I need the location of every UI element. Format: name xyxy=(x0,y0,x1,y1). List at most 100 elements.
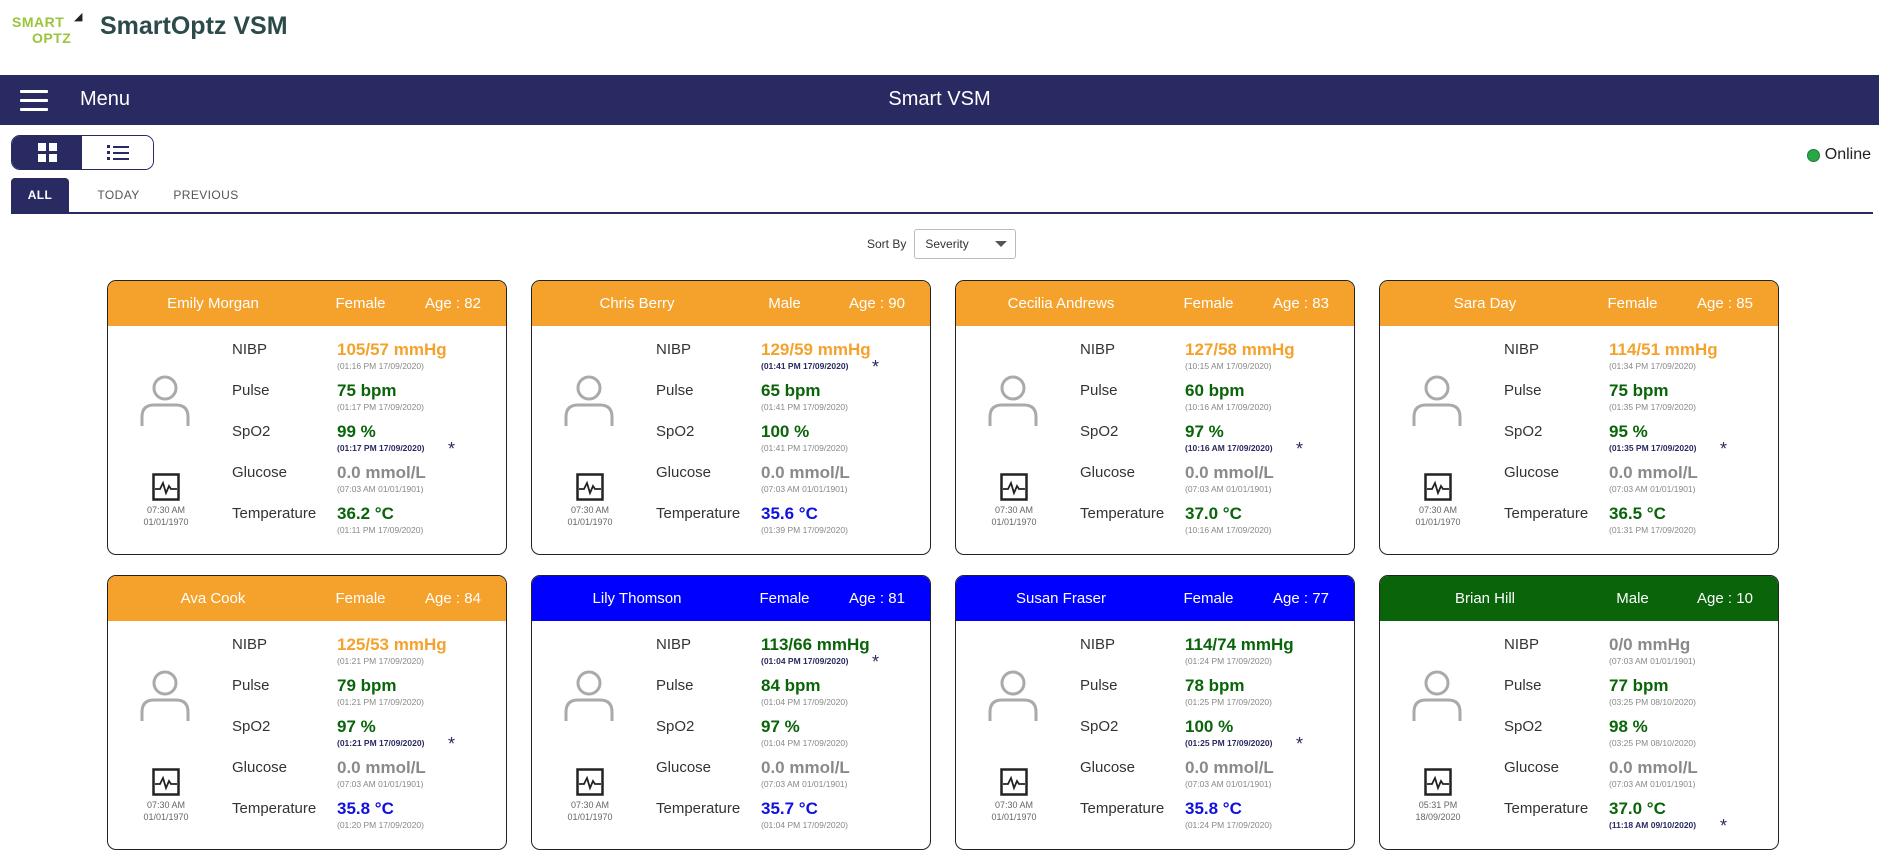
ecg-monitor-icon[interactable] xyxy=(152,473,180,501)
vital-time-nibp: (01:21 PM 17/09/2020) xyxy=(337,656,424,666)
vital-value-pulse: 60 bpm xyxy=(1185,381,1245,400)
vital-time-spo2: (01:35 PM 17/09/2020) xyxy=(1609,443,1697,453)
patient-age: Age : 82 xyxy=(425,295,481,312)
vital-value-glucose: 0.0 mmol/L xyxy=(337,758,426,777)
patient-card[interactable]: Ava Cook Female Age : 84 07:30 AM 01/01/… xyxy=(107,575,507,850)
vital-time-glucose: (07:03 AM 01/01/1901) xyxy=(1185,484,1272,494)
vital-time-spo2: (01:41 PM 17/09/2020) xyxy=(761,443,848,453)
vital-value-spo2: 100 % xyxy=(1185,717,1234,736)
vital-label-spo2: SpO2 xyxy=(232,423,271,440)
vital-value-glucose: 0.0 mmol/L xyxy=(1185,463,1274,482)
vital-value-glucose: 0.0 mmol/L xyxy=(1185,758,1274,777)
vital-value-temperature: 37.0 °C xyxy=(1609,799,1666,818)
patient-age: Age : 84 xyxy=(425,590,481,607)
tab-all[interactable]: ALL xyxy=(11,178,69,212)
ecg-time: 07:30 AM xyxy=(570,800,610,810)
patient-card-header: Cecilia Andrews Female Age : 83 xyxy=(956,281,1354,326)
patient-card[interactable]: Susan Fraser Female Age : 77 07:30 AM 01… xyxy=(955,575,1355,850)
vital-value-pulse: 75 bpm xyxy=(337,381,397,400)
vital-value-pulse: 75 bpm xyxy=(1609,381,1669,400)
asterisk-icon: * xyxy=(1720,439,1728,459)
patient-card-header: Chris Berry Male Age : 90 xyxy=(532,281,930,326)
vital-label-nibp: NIBP xyxy=(232,636,268,653)
vital-value-spo2: 99 % xyxy=(337,422,376,441)
vital-time-spo2: (01:21 PM 17/09/2020) xyxy=(337,738,425,748)
ecg-time: 07:30 AM xyxy=(570,505,610,515)
ecg-monitor-icon[interactable] xyxy=(1424,768,1452,796)
list-view-button[interactable] xyxy=(83,136,153,169)
patient-card-header: Lily Thomson Female Age : 81 xyxy=(532,576,930,621)
logo-text-line2: OPTZ xyxy=(32,30,72,46)
patient-name: Susan Fraser xyxy=(1015,590,1107,607)
vital-time-glucose: (07:03 AM 01/01/1901) xyxy=(761,484,848,494)
user-avatar-icon xyxy=(1412,670,1462,721)
ecg-monitor-icon[interactable] xyxy=(576,473,604,501)
grid-view-button[interactable] xyxy=(12,136,82,169)
vital-value-temperature: 35.7 °C xyxy=(761,799,818,818)
hamburger-menu-icon[interactable] xyxy=(20,90,48,112)
app-title: SmartOptz VSM xyxy=(100,12,288,40)
vital-label-spo2: SpO2 xyxy=(656,718,695,735)
patient-card[interactable]: Sara Day Female Age : 85 07:30 AM 01/01/… xyxy=(1379,280,1779,555)
patient-card[interactable]: Chris Berry Male Age : 90 07:30 AM 01/01… xyxy=(531,280,931,555)
patient-card[interactable]: Cecilia Andrews Female Age : 83 07:30 AM… xyxy=(955,280,1355,555)
vital-value-pulse: 65 bpm xyxy=(761,381,821,400)
menu-label[interactable]: Menu xyxy=(80,88,131,110)
ecg-timestamp: 05:31 PM 18/09/2020 xyxy=(1398,799,1478,823)
ecg-monitor-icon[interactable] xyxy=(1000,473,1028,501)
vital-time-temperature: (01:20 PM 17/09/2020) xyxy=(337,820,424,830)
page-title: Smart VSM xyxy=(888,88,991,110)
ecg-monitor-icon[interactable] xyxy=(152,768,180,796)
vital-time-spo2: (03:25 PM 08/10/2020) xyxy=(1609,738,1696,748)
ecg-monitor-icon[interactable] xyxy=(576,768,604,796)
ecg-date: 18/09/2020 xyxy=(1415,812,1461,822)
vital-label-temperature: Temperature xyxy=(1080,800,1165,817)
patient-card-header: Ava Cook Female Age : 84 xyxy=(108,576,506,621)
vital-time-temperature: (01:39 PM 17/09/2020) xyxy=(761,525,848,535)
vital-value-spo2: 100 % xyxy=(761,422,810,441)
patient-gender: Female xyxy=(759,590,810,607)
asterisk-icon: * xyxy=(1296,439,1304,459)
asterisk-icon: * xyxy=(1296,734,1304,754)
patient-gender: Female xyxy=(1183,590,1234,607)
sort-selected-value: Severity xyxy=(925,237,969,251)
sort-select[interactable]: Severity xyxy=(914,229,1017,259)
patient-card[interactable]: Lily Thomson Female Age : 81 07:30 AM 01… xyxy=(531,575,931,850)
vital-label-glucose: Glucose xyxy=(1080,464,1136,481)
patient-card-header: Emily Morgan Female Age : 82 xyxy=(108,281,506,326)
vital-label-temperature: Temperature xyxy=(1504,800,1589,817)
vital-time-pulse: (01:41 PM 17/09/2020) xyxy=(761,402,848,412)
vital-time-pulse: (01:35 PM 17/09/2020) xyxy=(1609,402,1696,412)
tab-previous[interactable]: PREVIOUS xyxy=(173,188,239,202)
vital-value-pulse: 79 bpm xyxy=(337,676,397,695)
tab-today[interactable]: TODAY xyxy=(97,188,140,202)
patient-card[interactable]: Brian Hill Male Age : 10 05:31 PM 18/09/… xyxy=(1379,575,1779,850)
vital-label-spo2: SpO2 xyxy=(1080,423,1119,440)
patient-card[interactable]: Emily Morgan Female Age : 82 07:30 AM 01… xyxy=(107,280,507,555)
patient-name: Emily Morgan xyxy=(167,295,259,312)
ecg-time: 07:30 AM xyxy=(146,505,186,515)
vital-time-temperature: (11:18 AM 09/10/2020) xyxy=(1609,820,1697,830)
ecg-monitor-icon[interactable] xyxy=(1424,473,1452,501)
vital-time-pulse: (03:25 PM 08/10/2020) xyxy=(1609,697,1696,707)
vital-label-glucose: Glucose xyxy=(1504,759,1560,776)
patient-name: Lily Thomson xyxy=(592,590,682,607)
vital-value-pulse: 77 bpm xyxy=(1609,676,1669,695)
vital-time-pulse: (10:16 AM 17/09/2020) xyxy=(1185,402,1272,412)
vital-time-glucose: (07:03 AM 01/01/1901) xyxy=(1185,779,1272,789)
vital-value-glucose: 0.0 mmol/L xyxy=(761,463,850,482)
vital-time-pulse: (01:04 PM 17/09/2020) xyxy=(761,697,848,707)
vital-value-nibp: 127/58 mmHg xyxy=(1185,340,1295,359)
smartoptz-logo[interactable]: SMART OPTZ ◢ xyxy=(12,10,82,46)
patient-age: Age : 77 xyxy=(1273,590,1329,607)
vital-value-temperature: 36.2 °C xyxy=(337,504,394,523)
vital-time-temperature: (01:31 PM 17/09/2020) xyxy=(1609,525,1696,535)
vital-label-pulse: Pulse xyxy=(656,382,694,399)
ecg-monitor-icon[interactable] xyxy=(1000,768,1028,796)
vital-value-spo2: 97 % xyxy=(761,717,800,736)
patient-card-header: Sara Day Female Age : 85 xyxy=(1380,281,1778,326)
patient-gender: Female xyxy=(1183,295,1234,312)
vital-time-spo2: (10:16 AM 17/09/2020) xyxy=(1185,443,1273,453)
user-avatar-icon xyxy=(1412,375,1462,426)
vital-label-pulse: Pulse xyxy=(1504,382,1542,399)
